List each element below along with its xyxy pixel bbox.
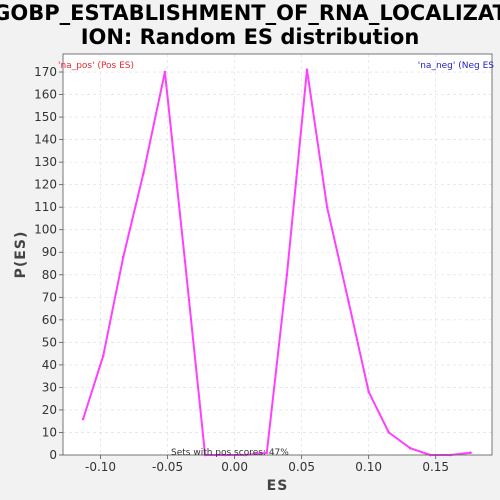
y-tick-label: 0 [49, 448, 57, 462]
x-axis: -0.10 -0.05 0.00 0.05 0.10 0.15 [85, 455, 449, 474]
y-tick-label: 150 [34, 110, 57, 124]
data-point [367, 390, 371, 394]
x-tick-label: 0.15 [422, 460, 449, 474]
y-tick-label: 170 [34, 65, 57, 79]
x-tick-label: 0.00 [221, 460, 248, 474]
y-tick-label: 140 [34, 133, 57, 147]
plot-area [63, 54, 492, 455]
data-point [469, 451, 472, 455]
data-point [347, 300, 350, 304]
data-point [101, 354, 105, 358]
chart-title-line-2: ION: Random ES distribution [81, 25, 420, 49]
y-axis: 0 10 20 30 40 50 60 70 80 90 100 110 120 130 140 150 160… [34, 65, 63, 462]
pos-scores-annotation: Sets with pos scores: 47% [171, 448, 289, 458]
data-point [387, 431, 391, 434]
chart-title-line-1: GOBP_ESTABLISHMENT_OF_RNA_LOCALIZAT [0, 1, 500, 25]
data-point [163, 70, 167, 74]
x-tick-label: 0.10 [355, 460, 382, 474]
y-tick-label: 80 [42, 268, 57, 282]
y-tick-label: 110 [34, 200, 57, 214]
y-tick-label: 90 [42, 245, 57, 259]
legend-pos-es: 'na_pos' (Pos ES) [58, 61, 134, 71]
data-point [265, 451, 269, 455]
y-tick-label: 40 [42, 358, 57, 372]
data-point [122, 255, 125, 259]
y-axis-label: P(ES) [13, 231, 29, 279]
legend-neg-es: 'na_neg' (Neg ES [418, 61, 495, 71]
data-point [305, 68, 309, 72]
plot-border [62, 53, 493, 456]
y-tick-label: 130 [34, 155, 57, 169]
data-point [183, 260, 187, 263]
x-tick-label: 0.05 [288, 460, 315, 474]
data-point [81, 417, 85, 421]
data-point [408, 446, 412, 450]
series-line [82, 68, 471, 456]
x-tick-label: -0.05 [152, 460, 183, 474]
x-tick-label: -0.10 [85, 460, 116, 474]
y-tick-label: 20 [42, 403, 57, 417]
y-tick-label: 120 [34, 178, 57, 192]
data-point [142, 172, 145, 175]
y-tick-label: 50 [42, 335, 57, 349]
y-tick-label: 30 [42, 380, 57, 394]
y-tick-label: 60 [42, 313, 57, 327]
y-tick-label: 10 [42, 425, 57, 439]
y-tick-label: 70 [42, 290, 57, 304]
y-tick-label: 160 [34, 88, 57, 102]
data-point [285, 273, 289, 277]
y-tick-label: 100 [34, 223, 57, 237]
series-layer [81, 68, 472, 457]
data-point [325, 205, 329, 209]
x-axis-label: ES [267, 478, 289, 494]
